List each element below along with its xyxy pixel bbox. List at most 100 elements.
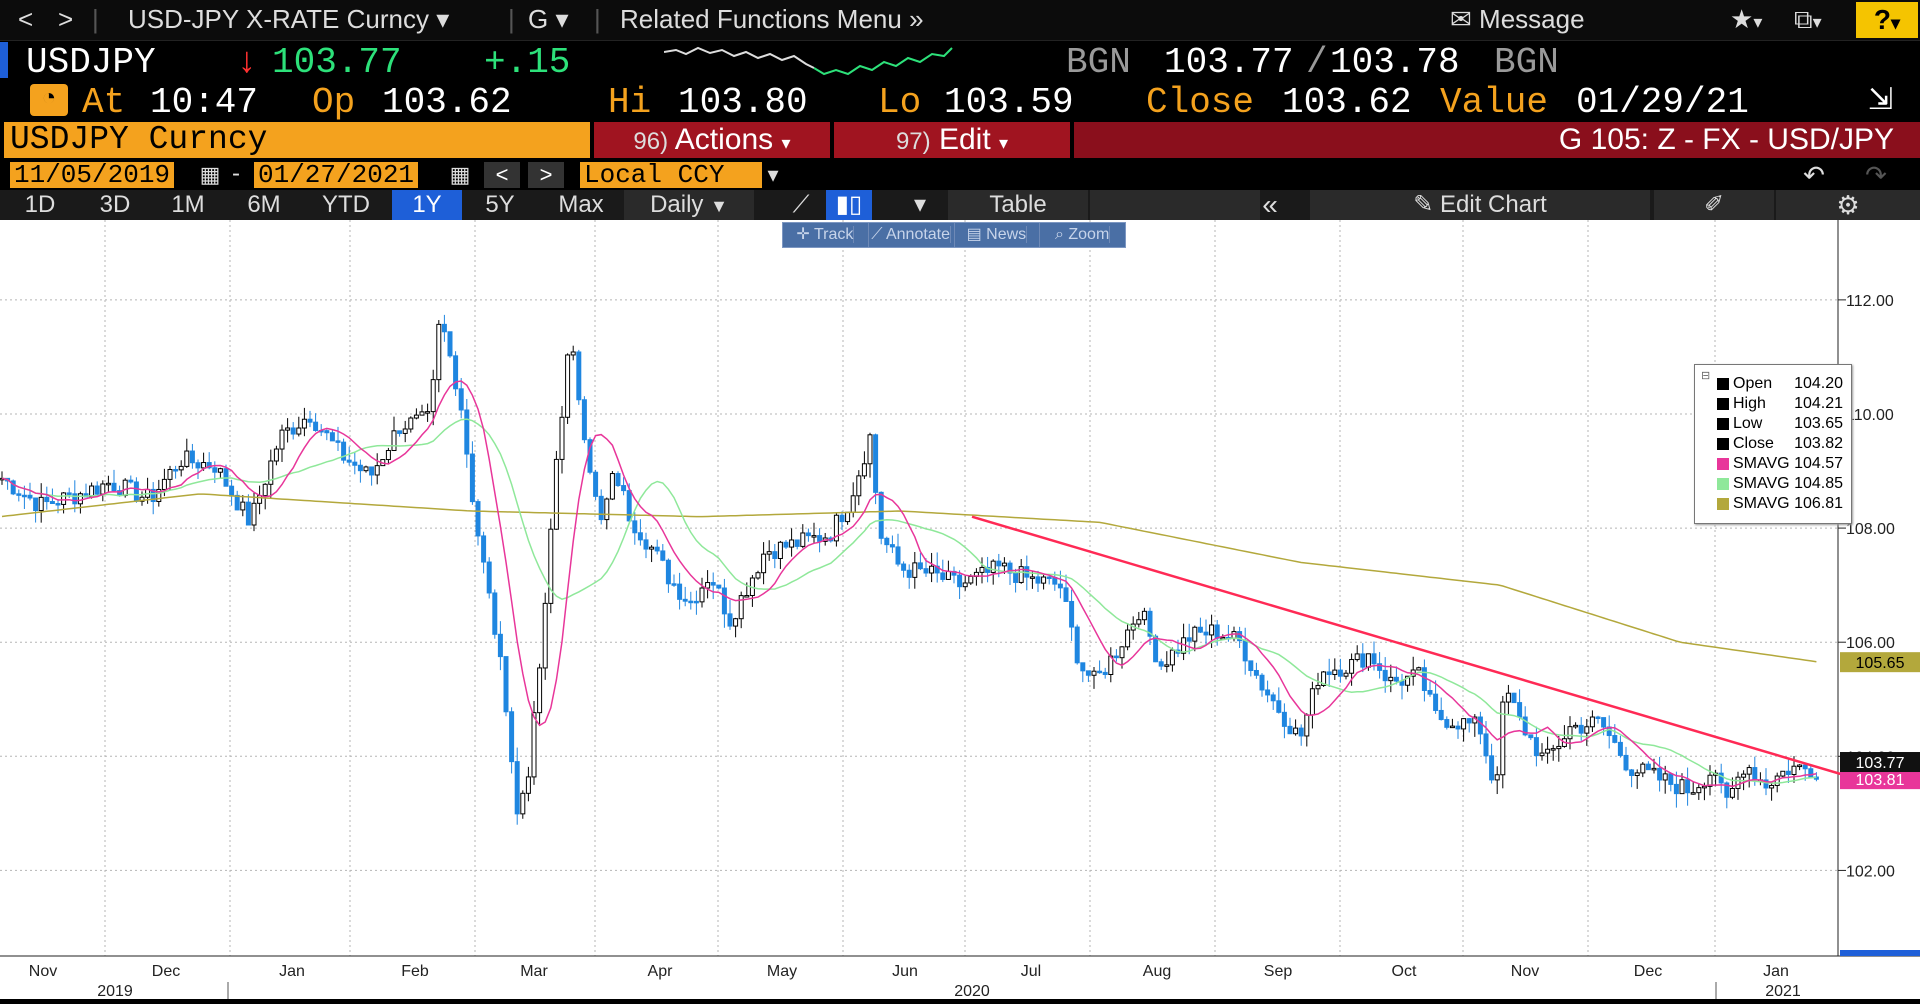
candle-body <box>990 560 996 573</box>
month-label: Dec <box>1634 963 1662 980</box>
candle-body <box>301 418 307 429</box>
candle-body <box>1309 688 1315 716</box>
forward-button[interactable]: > <box>58 4 74 34</box>
calendar-icon[interactable]: ▦ <box>448 162 472 188</box>
candle-body <box>1427 689 1433 695</box>
track-tool[interactable]: ✛ Track <box>783 223 869 247</box>
candle-body <box>1696 787 1702 794</box>
price-chart[interactable]: 112.00110.00108.00106.00104.00102.00NovD… <box>0 220 1920 1000</box>
candle-body <box>100 483 106 495</box>
table-button[interactable]: Table <box>948 190 1088 220</box>
gauge-icon[interactable]: ◔ <box>30 84 68 116</box>
candle-body <box>889 544 895 548</box>
undo-icon[interactable]: ↶ <box>1794 162 1834 188</box>
actions-label: Actions <box>674 123 774 156</box>
edit-menu[interactable]: 97) Edit ▾ <box>834 122 1070 158</box>
security-menu[interactable]: USD-JPY X-RATE Curncy ▾ <box>128 4 449 35</box>
candle-body <box>1164 664 1170 667</box>
candle-body <box>77 493 83 505</box>
candle-body <box>497 633 503 658</box>
candle-body <box>884 537 890 546</box>
favorites-button[interactable]: ★▾ <box>1730 4 1762 35</box>
news-tool[interactable]: ▤ News <box>955 223 1041 247</box>
line-chart-icon[interactable]: ⟋ <box>792 191 810 218</box>
redo-icon[interactable]: ↷ <box>1856 162 1896 188</box>
candle-body <box>357 464 363 472</box>
candle-chart-icon[interactable]: ▮▯ <box>826 190 872 220</box>
range-tab-ytd[interactable]: YTD <box>322 191 370 218</box>
candle-body <box>1186 637 1192 642</box>
edit-chart-button[interactable]: ✎ Edit Chart <box>1310 190 1650 220</box>
low-value: 103.59 <box>944 82 1074 123</box>
range-tab-3d[interactable]: 3D <box>99 191 131 218</box>
candle-body <box>408 417 414 430</box>
candle-body <box>1578 724 1584 734</box>
candle-body <box>16 493 22 496</box>
candle-body <box>1281 711 1287 727</box>
candle-body <box>10 480 16 495</box>
range-tab-6m[interactable]: 6M <box>247 191 281 218</box>
candle-body <box>1550 748 1556 751</box>
window-menu-button[interactable]: ⧉▾ <box>1794 4 1822 36</box>
spacer <box>1090 190 1260 220</box>
candle-body <box>374 465 380 476</box>
month-label: Jan <box>1763 963 1789 980</box>
chevron-down-icon: ▾ <box>555 4 569 34</box>
candle-body <box>716 584 722 589</box>
trend-line <box>971 515 1859 781</box>
candle-body <box>1752 767 1758 781</box>
candle-body <box>1360 653 1366 668</box>
start-date-input[interactable]: 11/05/2019 <box>10 162 175 188</box>
candle-body <box>1287 725 1293 735</box>
candle-body <box>402 428 408 434</box>
candle-body <box>783 541 789 548</box>
range-tab-1m[interactable]: 1M <box>171 191 205 218</box>
gear-icon[interactable]: ⚙ <box>1776 190 1920 220</box>
close-value: 103.62 <box>1282 82 1412 123</box>
range-tab-max[interactable]: Max <box>558 191 604 218</box>
security-menu-label: USD-JPY X-RATE Curncy <box>128 4 429 34</box>
candle-body <box>777 541 783 559</box>
candle-body <box>509 711 515 763</box>
security-field[interactable]: USDJPY Curncy <box>4 122 590 158</box>
chart-canvas[interactable]: 112.00110.00108.00106.00104.00102.00NovD… <box>0 220 1920 1000</box>
previous-period-button[interactable]: < <box>484 162 520 188</box>
calendar-icon[interactable]: ▦ <box>198 162 222 188</box>
related-functions-menu[interactable]: Related Functions Menu » <box>620 4 924 35</box>
candle-body <box>201 462 207 469</box>
currency-select[interactable]: Local CCY <box>580 162 764 188</box>
actions-menu[interactable]: 96) Actions ▾ <box>594 122 830 158</box>
chart-legend[interactable]: ⊟ Open 104.20 High 104.21 Low 103.65 Close 103.… <box>1694 364 1852 524</box>
collapse-legend-icon[interactable]: ⊟ <box>1701 370 1711 382</box>
candle-body <box>1645 763 1651 771</box>
chevron-down-icon[interactable]: ▾ <box>913 191 927 218</box>
candle-body <box>1035 576 1041 584</box>
candle-body <box>1125 629 1131 648</box>
candle-body <box>1494 774 1500 781</box>
annotate-icon[interactable]: ✐ <box>1654 190 1774 220</box>
export-icon[interactable]: ⇲ <box>1868 85 1894 119</box>
function-menu[interactable]: G ▾ <box>528 4 569 35</box>
help-button[interactable]: ?▾ <box>1856 2 1918 38</box>
end-date-input[interactable]: 01/27/2021 <box>254 162 419 188</box>
edit-number: 97) <box>895 128 931 155</box>
annotate-tool[interactable]: ⟋ Annotate <box>869 223 955 247</box>
collapse-icon[interactable]: « <box>1262 189 1278 220</box>
candle-body <box>755 572 761 579</box>
candle-body <box>161 478 167 490</box>
sma-short-line <box>1 380 1817 788</box>
range-tab-5y[interactable]: 5Y <box>485 191 515 218</box>
candle-body <box>609 473 615 500</box>
message-button[interactable]: ✉ Message <box>1450 4 1585 35</box>
frequency-select[interactable]: Daily ▼ <box>624 190 754 220</box>
legend-name: High <box>1733 395 1766 412</box>
chevron-down-icon[interactable]: ▾ <box>762 162 784 188</box>
candle-body <box>962 582 968 588</box>
zoom-tool[interactable]: ⌕ Zoom <box>1054 226 1111 243</box>
back-button[interactable]: < <box>18 4 34 34</box>
range-tab-1d[interactable]: 1D <box>24 191 56 218</box>
next-period-button[interactable]: > <box>528 162 564 188</box>
month-label: Apr <box>648 963 674 980</box>
month-label: Jan <box>279 963 305 980</box>
range-tab-1y[interactable]: 1Y <box>392 190 462 220</box>
